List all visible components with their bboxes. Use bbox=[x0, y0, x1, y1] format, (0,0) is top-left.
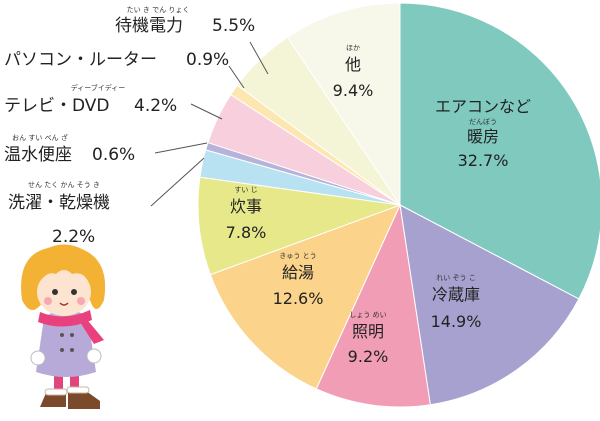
girl-button-2 bbox=[70, 333, 74, 337]
girl-illustration bbox=[21, 244, 106, 409]
pie-slice-10 bbox=[286, 2, 401, 207]
leader-lines bbox=[150, 41, 269, 207]
label-light: しょう めい 照明 9.2% bbox=[348, 311, 389, 366]
pie-slice-1 bbox=[399, 204, 580, 406]
ruby-laundry: せん たく かん そう き bbox=[28, 181, 100, 189]
label-cooking: すい じ 炊事 7.8% bbox=[226, 186, 267, 242]
girl-boot-right bbox=[68, 391, 100, 409]
girl-boot-left bbox=[40, 393, 66, 407]
leader-pc bbox=[228, 65, 245, 89]
girl-button-4 bbox=[70, 348, 74, 352]
ruby-fridge: れい ぞう こ bbox=[436, 274, 475, 282]
girl-bangs bbox=[37, 256, 92, 286]
value-tv: 4.2% bbox=[134, 96, 177, 116]
label-aircon: エアコンなど だんぼう 暖房 32.7% bbox=[435, 97, 531, 170]
pie-slice-3 bbox=[209, 204, 401, 390]
leader-tv bbox=[190, 103, 223, 120]
ruby-standby: たい き でん りょく bbox=[127, 6, 190, 14]
girl-leg-left bbox=[54, 365, 63, 393]
value-standby: 5.5% bbox=[212, 16, 255, 36]
ruby-aircon: だんぼう bbox=[469, 118, 497, 126]
ruby-light: しょう めい bbox=[349, 311, 386, 319]
girl-boot-cuff-left bbox=[44, 388, 68, 396]
value-pc: 0.9% bbox=[186, 50, 229, 70]
girl-button-3 bbox=[60, 348, 64, 352]
label-toilet-text: 温水便座 bbox=[4, 145, 72, 165]
label-tv-text: テレビ・DVD bbox=[4, 96, 110, 116]
label-laundry: せん たく かん そう き 洗濯・乾燥機 2.2% bbox=[8, 181, 110, 247]
girl-button-1 bbox=[60, 333, 64, 337]
value-other: 9.4% bbox=[333, 81, 374, 100]
ruby-other: ほか bbox=[346, 44, 360, 52]
girl-mitten-left bbox=[30, 350, 46, 366]
label-pc-text: パソコン・ルーター bbox=[4, 50, 157, 70]
label-cooking-text: 炊事 bbox=[230, 197, 262, 216]
pie-slice-4 bbox=[197, 176, 401, 276]
label-pc: パソコン・ルーター 0.9% bbox=[4, 50, 229, 70]
ruby-tv: ディーブイディー bbox=[71, 83, 126, 92]
girl-coat bbox=[36, 309, 96, 377]
value-toilet: 0.6% bbox=[92, 145, 135, 165]
ruby-water: きゅう とう bbox=[279, 252, 316, 260]
value-water: 12.6% bbox=[273, 289, 324, 308]
leader-standby bbox=[249, 41, 269, 75]
value-light: 9.2% bbox=[348, 347, 389, 366]
pie-slices bbox=[197, 2, 600, 408]
label-toilet: おん すい べん ざ 温水便座 0.6% bbox=[4, 133, 135, 165]
girl-eye-right bbox=[71, 289, 77, 295]
girl-scarf-tail bbox=[80, 316, 104, 344]
leader-toilet bbox=[154, 142, 208, 154]
girl-boot-cuff-right bbox=[66, 386, 90, 394]
label-other: ほか 他 9.4% bbox=[333, 44, 374, 100]
pie-slice-0 bbox=[399, 2, 600, 300]
label-laundry-text: 洗濯・乾燥機 bbox=[8, 193, 110, 213]
girl-mitten-right bbox=[86, 348, 102, 364]
ruby-cooking: すい じ bbox=[234, 186, 257, 194]
value-cooking: 7.8% bbox=[226, 223, 267, 242]
girl-cheek-left bbox=[44, 297, 52, 305]
value-aircon: 32.7% bbox=[458, 151, 509, 170]
leader-laundry bbox=[150, 157, 205, 207]
girl-mouth bbox=[59, 302, 69, 306]
girl-leg-right bbox=[70, 365, 79, 393]
pie-slice-2 bbox=[315, 203, 431, 408]
label-tv: ディーブイディー テレビ・DVD 4.2% bbox=[4, 83, 177, 116]
label-water: きゅう とう 給湯 12.6% bbox=[273, 252, 324, 308]
girl-scarf bbox=[38, 310, 92, 327]
ruby-toilet: おん すい べん ざ bbox=[12, 133, 68, 142]
label-light-text: 照明 bbox=[352, 322, 384, 341]
label-standby: たい き でん りょく 待機電力 5.5% bbox=[115, 6, 255, 36]
label-aircon-line1: エアコンなど bbox=[435, 97, 531, 116]
label-fridge: れい ぞう こ 冷蔵庫 14.9% bbox=[431, 274, 482, 331]
label-water-text: 給湯 bbox=[282, 263, 314, 282]
value-laundry: 2.2% bbox=[52, 227, 95, 247]
value-fridge: 14.9% bbox=[431, 312, 482, 331]
label-fridge-text: 冷蔵庫 bbox=[432, 285, 480, 304]
label-other-text: 他 bbox=[345, 55, 361, 74]
girl-eye-left bbox=[52, 289, 58, 295]
girl-cheek-right bbox=[77, 297, 85, 305]
label-aircon-line2: 暖房 bbox=[467, 127, 499, 146]
label-standby-text: 待機電力 bbox=[115, 16, 183, 36]
